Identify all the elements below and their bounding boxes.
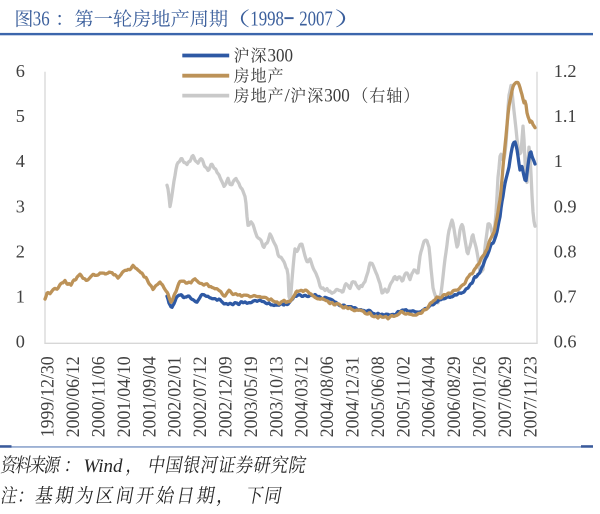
svg-text:2001/04/10: 2001/04/10 — [114, 356, 135, 437]
svg-text:2004/03/12: 2004/03/12 — [292, 356, 313, 437]
svg-text:2006/04/04: 2006/04/04 — [419, 356, 440, 438]
svg-text:2003/10/13: 2003/10/13 — [266, 356, 287, 437]
svg-text:2005/11/02: 2005/11/02 — [393, 356, 414, 437]
svg-text:2006/08/29: 2006/08/29 — [444, 356, 465, 437]
svg-text:/: / — [285, 86, 291, 107]
svg-text:2002/02/01: 2002/02/01 — [165, 356, 186, 437]
svg-text:0.6: 0.6 — [554, 332, 577, 352]
svg-text:6: 6 — [16, 61, 25, 81]
svg-text:2007/11/23: 2007/11/23 — [520, 356, 541, 437]
svg-text:2004/12/31: 2004/12/31 — [343, 356, 364, 437]
svg-text:2001/09/04: 2001/09/04 — [139, 356, 160, 438]
svg-text:4: 4 — [16, 151, 25, 171]
svg-text:1: 1 — [16, 287, 25, 307]
svg-text:1: 1 — [554, 151, 563, 171]
svg-text:5: 5 — [16, 106, 25, 126]
svg-text:2007: 2007 — [299, 7, 333, 31]
svg-text:300: 300 — [324, 86, 350, 107]
svg-text:3: 3 — [16, 196, 25, 216]
svg-text:2002/12/09: 2002/12/09 — [216, 356, 237, 437]
svg-text:Wind: Wind — [84, 456, 124, 477]
svg-text:2005/06/08: 2005/06/08 — [368, 356, 389, 437]
svg-text:2007/06/29: 2007/06/29 — [495, 356, 516, 437]
svg-text:2007/01/26: 2007/01/26 — [470, 356, 491, 437]
svg-text:2003/05/19: 2003/05/19 — [241, 356, 262, 437]
svg-text:1.1: 1.1 — [554, 106, 577, 126]
svg-text:2002/07/12: 2002/07/12 — [190, 356, 211, 437]
svg-text:0.9: 0.9 — [554, 196, 577, 216]
svg-text:2000/11/06: 2000/11/06 — [89, 356, 110, 437]
svg-text:1998: 1998 — [250, 7, 284, 31]
svg-text:0.7: 0.7 — [554, 287, 577, 307]
svg-text:0.8: 0.8 — [554, 242, 577, 262]
svg-text:0: 0 — [16, 332, 25, 352]
svg-text:2: 2 — [16, 242, 25, 262]
svg-text:2004/08/06: 2004/08/06 — [317, 356, 338, 437]
svg-text:1999/12/30: 1999/12/30 — [38, 356, 59, 437]
svg-text:1.2: 1.2 — [554, 61, 577, 81]
svg-text:300: 300 — [268, 46, 294, 67]
svg-text:2000/06/12: 2000/06/12 — [63, 356, 84, 437]
svg-text:36: 36 — [33, 7, 50, 31]
